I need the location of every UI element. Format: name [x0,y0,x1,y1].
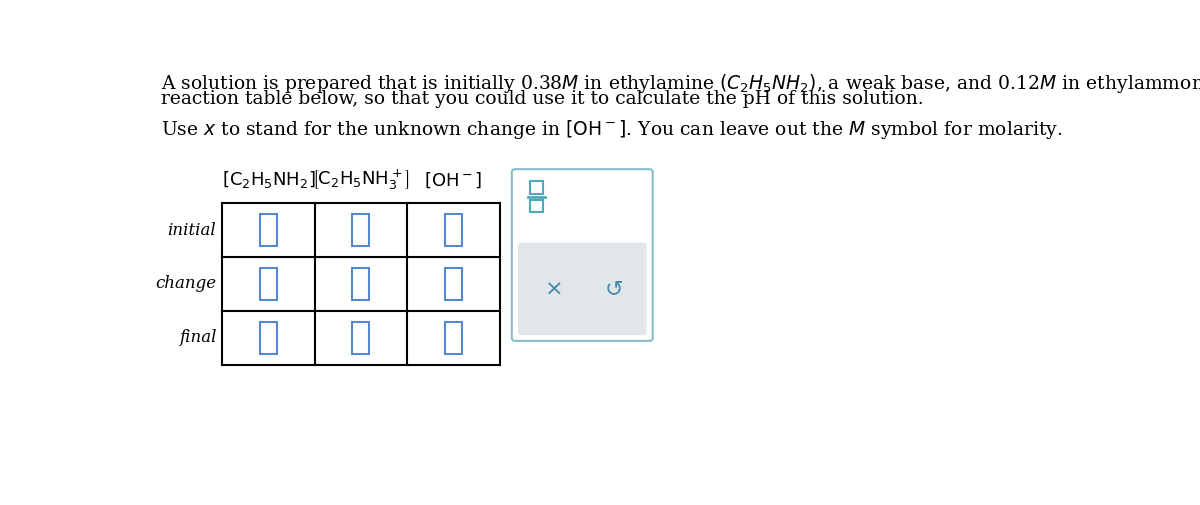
Bar [445,268,462,300]
Bar [445,214,462,246]
Text: reaction table below, so that you could use it to calculate the pH of this solut: reaction table below, so that you could … [161,90,923,108]
Bar [260,322,277,354]
Bar [445,322,462,354]
Text: $\left[\mathrm{C_2H_5NH_3^+}\right]$: $\left[\mathrm{C_2H_5NH_3^+}\right]$ [312,168,409,192]
Bar [353,322,370,354]
Bar [529,181,544,194]
Text: $\times$: $\times$ [544,279,562,299]
Text: $\circlearrowleft$: $\circlearrowleft$ [600,279,624,299]
Bar [260,214,277,246]
FancyBboxPatch shape [518,243,647,335]
Text: A solution is prepared that is initially 0.38$\mathit{M}$ in ethylamine $(C_2H_5: A solution is prepared that is initially… [161,72,1200,95]
Text: final: final [179,329,216,346]
Text: $\left[\mathrm{C_2H_5NH_2}\right]$: $\left[\mathrm{C_2H_5NH_2}\right]$ [222,170,316,190]
Bar [529,200,544,212]
Bar [260,268,277,300]
Text: initial: initial [167,222,216,238]
FancyBboxPatch shape [512,169,653,341]
Text: $\left[\mathrm{OH^-}\right]$: $\left[\mathrm{OH^-}\right]$ [424,170,482,190]
Bar [353,214,370,246]
Text: Use $x$ to stand for the unknown change in $\left[\mathrm{OH}^-\right]$. You can: Use $x$ to stand for the unknown change … [161,118,1062,141]
Bar [353,268,370,300]
Text: change: change [155,275,216,292]
